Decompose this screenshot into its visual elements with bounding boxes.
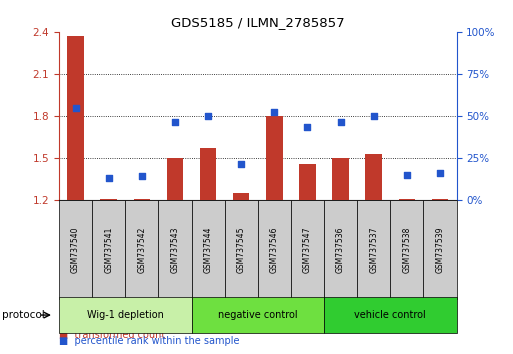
Text: GSM737542: GSM737542 [137, 226, 146, 273]
Bar [167, 158, 183, 200]
Text: GSM737547: GSM737547 [303, 226, 312, 273]
Text: GSM737538: GSM737538 [402, 226, 411, 273]
Bar [299, 164, 316, 200]
Text: GSM737544: GSM737544 [204, 226, 212, 273]
Point [204, 113, 212, 119]
Bar [67, 36, 84, 200]
Point [370, 113, 378, 119]
Bar [432, 199, 448, 200]
Text: GSM737545: GSM737545 [236, 226, 246, 273]
Bar [133, 199, 150, 200]
Text: GSM737537: GSM737537 [369, 226, 378, 273]
Bar [332, 158, 349, 200]
Point [337, 119, 345, 124]
Text: GSM737536: GSM737536 [336, 226, 345, 273]
Text: GSM737540: GSM737540 [71, 226, 80, 273]
Text: GSM737543: GSM737543 [170, 226, 180, 273]
Bar [365, 154, 382, 200]
Text: ■  transformed count: ■ transformed count [59, 330, 165, 340]
Point [436, 171, 444, 176]
Text: GDS5185 / ILMN_2785857: GDS5185 / ILMN_2785857 [171, 16, 345, 29]
Point [71, 105, 80, 110]
Text: vehicle control: vehicle control [354, 310, 426, 320]
Point [303, 124, 311, 130]
Point [171, 119, 179, 124]
Point [105, 175, 113, 181]
Point [270, 109, 279, 115]
Bar [233, 193, 249, 200]
Bar [399, 199, 415, 200]
Point [403, 172, 411, 178]
Text: GSM737546: GSM737546 [270, 226, 279, 273]
Text: Wig-1 depletion: Wig-1 depletion [87, 310, 164, 320]
Point [137, 173, 146, 179]
Text: ■  percentile rank within the sample: ■ percentile rank within the sample [59, 336, 240, 346]
Text: negative control: negative control [218, 310, 298, 320]
Bar [101, 199, 117, 200]
Point [237, 161, 245, 166]
Text: GSM737539: GSM737539 [436, 226, 444, 273]
Text: GSM737541: GSM737541 [104, 226, 113, 273]
Bar [200, 148, 216, 200]
Text: protocol: protocol [2, 310, 44, 320]
Bar [266, 116, 283, 200]
